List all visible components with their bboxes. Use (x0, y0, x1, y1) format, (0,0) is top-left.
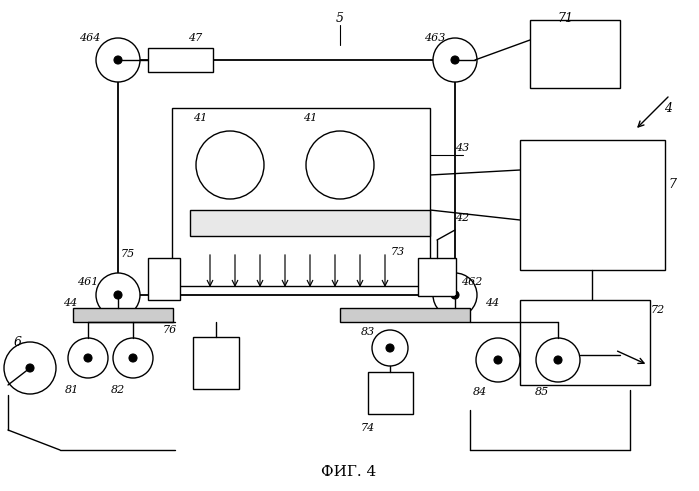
Text: 6: 6 (14, 335, 22, 349)
Text: 43: 43 (455, 143, 469, 153)
Circle shape (96, 38, 140, 82)
Text: 73: 73 (391, 247, 405, 257)
Circle shape (554, 356, 562, 364)
Circle shape (68, 338, 108, 378)
Bar (148, 48, 213, 72)
Bar (172, 108, 430, 286)
Circle shape (386, 344, 394, 352)
Text: 41: 41 (193, 113, 207, 123)
Text: 47: 47 (188, 33, 202, 43)
Text: 464: 464 (79, 33, 101, 43)
Text: 42: 42 (455, 213, 469, 223)
Bar (73, 308, 173, 322)
Bar (193, 337, 239, 389)
Circle shape (26, 364, 34, 372)
Bar (520, 140, 665, 270)
Bar (368, 372, 413, 414)
Text: 463: 463 (424, 33, 446, 43)
Bar (418, 258, 456, 296)
Text: 4: 4 (664, 102, 672, 114)
Text: 44: 44 (485, 298, 499, 308)
Text: 76: 76 (163, 325, 177, 335)
Circle shape (306, 131, 374, 199)
Text: ФИГ. 4: ФИГ. 4 (322, 465, 377, 479)
Bar (190, 210, 430, 236)
Text: 44: 44 (63, 298, 77, 308)
Bar (148, 258, 180, 300)
Circle shape (113, 338, 153, 378)
Circle shape (451, 56, 459, 64)
Circle shape (129, 354, 137, 362)
Text: 74: 74 (361, 423, 375, 433)
Circle shape (433, 273, 477, 317)
Circle shape (114, 56, 122, 64)
Text: 72: 72 (651, 305, 665, 315)
Text: 71: 71 (557, 11, 573, 25)
Circle shape (494, 356, 502, 364)
Circle shape (114, 291, 122, 299)
Circle shape (451, 291, 459, 299)
Text: 41: 41 (303, 113, 317, 123)
Text: 75: 75 (121, 249, 135, 259)
Text: 7: 7 (668, 179, 676, 191)
Bar (530, 20, 620, 88)
Text: 462: 462 (461, 277, 483, 287)
Bar (520, 300, 650, 385)
Circle shape (4, 342, 56, 394)
Circle shape (372, 330, 408, 366)
Text: 84: 84 (473, 387, 487, 397)
Text: 81: 81 (65, 385, 79, 395)
Circle shape (476, 338, 520, 382)
Text: 461: 461 (78, 277, 99, 287)
Bar (340, 308, 470, 322)
Text: 85: 85 (535, 387, 549, 397)
Circle shape (433, 38, 477, 82)
Circle shape (536, 338, 580, 382)
Circle shape (196, 131, 264, 199)
Text: 83: 83 (361, 327, 375, 337)
Circle shape (96, 273, 140, 317)
Circle shape (84, 354, 92, 362)
Text: 5: 5 (336, 11, 344, 25)
Text: 82: 82 (111, 385, 125, 395)
